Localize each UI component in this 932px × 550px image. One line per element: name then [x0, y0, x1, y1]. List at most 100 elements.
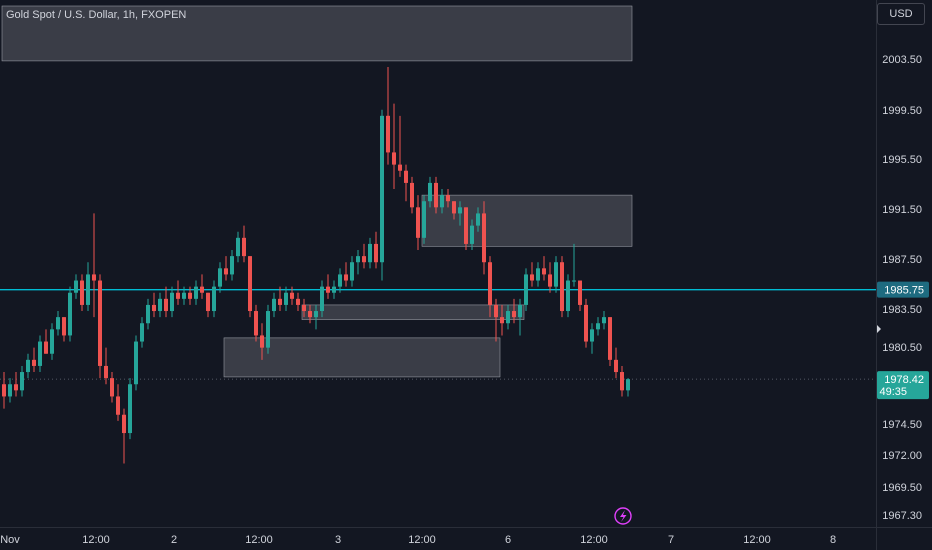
candle	[428, 176, 432, 208]
candle	[524, 268, 528, 312]
candle-body	[146, 304, 150, 324]
candle-body	[614, 359, 618, 373]
candle	[188, 286, 192, 305]
candle-body	[176, 292, 180, 299]
candle	[350, 256, 354, 287]
candle	[380, 109, 384, 281]
y-tick-label: 1980.50	[882, 342, 922, 354]
candle-body	[212, 286, 216, 312]
candle	[500, 304, 504, 336]
candle	[518, 298, 522, 336]
candle	[416, 195, 420, 251]
candle-body	[26, 359, 30, 373]
x-tick-label: 12:00	[408, 534, 436, 546]
candle-body	[32, 359, 36, 366]
candle-body	[596, 323, 600, 330]
candle	[176, 280, 180, 305]
candle	[398, 115, 402, 177]
candle	[566, 274, 570, 318]
candle-body	[560, 262, 564, 312]
candle-body	[524, 274, 528, 305]
candle	[146, 298, 150, 330]
currency-selector[interactable]: USD	[877, 3, 925, 25]
candle-body	[278, 298, 282, 305]
candle-body	[584, 304, 588, 342]
candle-body	[464, 207, 468, 244]
candle	[446, 189, 450, 208]
candle	[290, 286, 294, 305]
candle-body	[512, 311, 516, 318]
candle	[536, 262, 540, 287]
candle-body	[548, 274, 552, 287]
candle-body	[590, 329, 594, 342]
candle-body	[506, 311, 510, 324]
candle	[38, 335, 42, 373]
candle	[314, 304, 318, 330]
chart-title: Gold Spot / U.S. Dollar, 1h, FXOPEN	[6, 9, 187, 21]
candle-body	[68, 292, 72, 336]
candle	[584, 298, 588, 348]
candle	[296, 292, 300, 312]
candle-body	[170, 292, 174, 312]
candle	[554, 256, 558, 293]
candle	[56, 311, 60, 336]
candle	[80, 274, 84, 312]
candle	[8, 378, 12, 403]
candle-body	[398, 164, 402, 171]
candle	[158, 292, 162, 318]
candle-body	[518, 304, 522, 318]
candle-body	[74, 280, 78, 293]
candle	[134, 335, 138, 391]
candle	[590, 323, 594, 354]
candle-body	[50, 329, 54, 354]
candle-body	[80, 280, 84, 305]
candle-body	[500, 317, 504, 324]
candle-body	[20, 372, 24, 391]
zone-rect-2	[301, 304, 525, 320]
price-axis-panel	[876, 0, 932, 550]
candle-body	[608, 317, 612, 360]
candle	[578, 280, 582, 312]
candle-body	[284, 292, 288, 305]
candle-body	[320, 286, 324, 312]
candle-body	[338, 274, 342, 287]
candle-body	[554, 262, 558, 287]
candle	[530, 262, 534, 287]
candle-body	[218, 268, 222, 287]
candle-body	[536, 268, 540, 281]
candle-body	[134, 341, 138, 385]
candle-body	[428, 182, 432, 202]
candle-body	[458, 207, 462, 214]
candle	[608, 317, 612, 366]
candle	[620, 365, 624, 397]
level-badge-label: 1985.75	[884, 285, 924, 297]
candle	[260, 323, 264, 360]
candle	[332, 280, 336, 299]
candle-body	[14, 384, 18, 391]
candle	[14, 372, 18, 397]
candle-body	[272, 298, 276, 312]
x-tick-label: 2	[171, 534, 177, 546]
candle-body	[266, 311, 270, 348]
candle	[254, 304, 258, 342]
candle-body	[260, 335, 264, 348]
candle-body	[110, 378, 114, 397]
candle-body	[44, 341, 48, 354]
candle-body	[380, 115, 384, 263]
candle	[236, 231, 240, 263]
candle-body	[152, 304, 156, 312]
candle-body	[350, 262, 354, 281]
level-badge	[877, 281, 929, 298]
candle	[476, 207, 480, 232]
candle	[116, 384, 120, 421]
candle	[374, 231, 378, 269]
countdown-label: 49:35	[879, 386, 907, 398]
candle	[602, 311, 606, 330]
zone-rect-3	[223, 337, 501, 378]
candle-body	[200, 286, 204, 293]
x-tick-label: Nov	[0, 534, 20, 546]
last-price-label: 1978.42	[884, 374, 924, 386]
candle	[164, 286, 168, 318]
